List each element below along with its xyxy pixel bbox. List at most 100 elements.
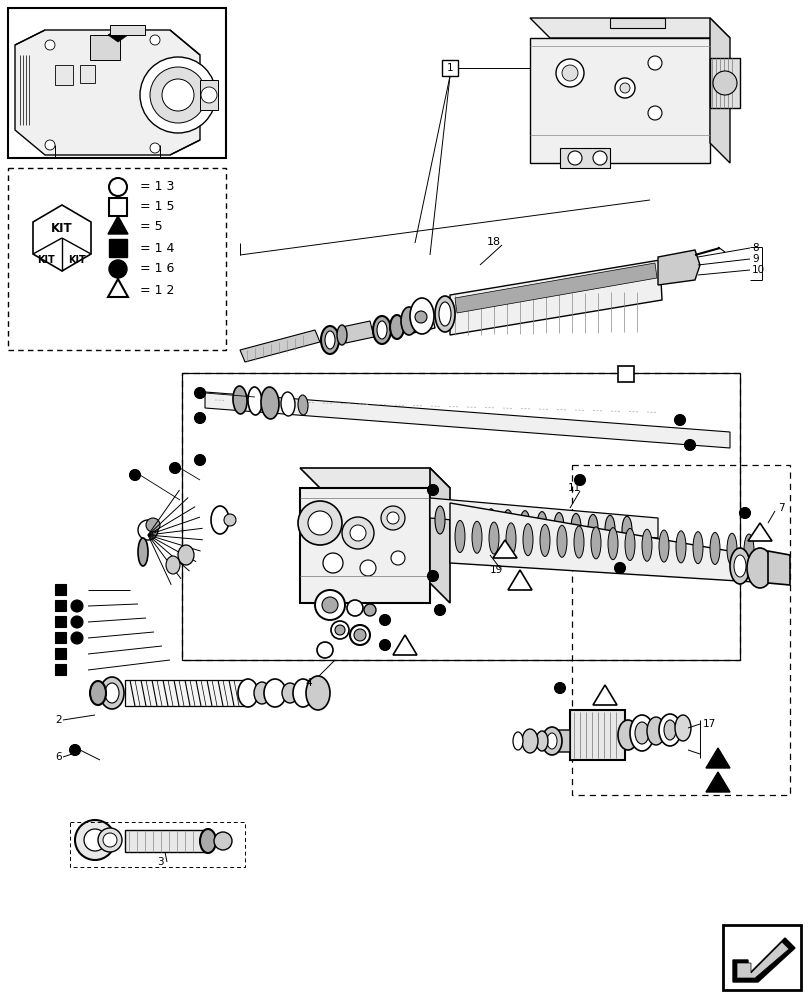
Circle shape — [150, 67, 206, 123]
Polygon shape — [732, 938, 794, 982]
Circle shape — [341, 517, 374, 549]
Circle shape — [298, 501, 341, 545]
Circle shape — [427, 485, 438, 495]
Ellipse shape — [539, 524, 549, 556]
Bar — [109, 25, 145, 35]
Bar — [722, 925, 800, 990]
Ellipse shape — [624, 528, 634, 560]
Bar — [109, 198, 127, 216]
Circle shape — [71, 600, 83, 612]
Text: 10: 10 — [751, 265, 764, 275]
Ellipse shape — [350, 625, 370, 645]
Ellipse shape — [316, 642, 333, 658]
Text: 4: 4 — [305, 678, 311, 688]
Circle shape — [391, 551, 405, 565]
Text: 7: 7 — [777, 503, 783, 513]
Ellipse shape — [389, 315, 404, 339]
Circle shape — [620, 83, 629, 93]
Ellipse shape — [211, 506, 229, 534]
Ellipse shape — [264, 679, 285, 707]
Polygon shape — [204, 392, 729, 448]
Ellipse shape — [372, 316, 391, 344]
Text: = 1 2: = 1 2 — [139, 284, 174, 296]
Circle shape — [109, 260, 127, 278]
Ellipse shape — [281, 392, 294, 416]
Bar — [200, 80, 217, 110]
Ellipse shape — [293, 679, 312, 707]
Ellipse shape — [642, 529, 651, 561]
Circle shape — [574, 475, 585, 486]
Circle shape — [195, 412, 205, 424]
Ellipse shape — [502, 510, 513, 538]
Circle shape — [214, 832, 232, 850]
Circle shape — [75, 820, 115, 860]
Circle shape — [561, 65, 577, 81]
Polygon shape — [299, 468, 449, 488]
Text: 1: 1 — [446, 63, 453, 73]
Ellipse shape — [324, 331, 335, 349]
Ellipse shape — [165, 556, 180, 574]
Ellipse shape — [541, 727, 561, 755]
Ellipse shape — [692, 532, 702, 564]
Ellipse shape — [519, 511, 530, 539]
Text: = 1 5: = 1 5 — [139, 200, 174, 214]
Circle shape — [684, 440, 695, 450]
Circle shape — [323, 553, 342, 573]
Bar — [90, 35, 120, 60]
Ellipse shape — [535, 731, 547, 751]
Circle shape — [150, 143, 160, 153]
Circle shape — [647, 56, 661, 70]
Ellipse shape — [233, 386, 247, 414]
Polygon shape — [449, 503, 769, 583]
Ellipse shape — [590, 527, 600, 559]
Ellipse shape — [254, 682, 270, 704]
Text: 6: 6 — [55, 752, 62, 762]
Ellipse shape — [621, 516, 631, 544]
Bar — [80, 65, 95, 83]
Polygon shape — [592, 685, 616, 705]
Circle shape — [379, 614, 390, 626]
Polygon shape — [736, 942, 788, 978]
Polygon shape — [767, 551, 789, 585]
Ellipse shape — [674, 715, 690, 741]
Ellipse shape — [178, 545, 194, 565]
Polygon shape — [705, 748, 729, 768]
Bar — [8, 168, 225, 350]
Text: 18: 18 — [487, 237, 500, 247]
Polygon shape — [551, 730, 569, 752]
Bar — [609, 18, 664, 28]
Bar — [709, 58, 739, 108]
Bar — [441, 60, 457, 76]
Circle shape — [556, 59, 583, 87]
Circle shape — [307, 511, 332, 535]
Ellipse shape — [439, 302, 450, 326]
Polygon shape — [15, 30, 200, 155]
Ellipse shape — [471, 521, 482, 553]
Ellipse shape — [100, 677, 124, 709]
Polygon shape — [657, 250, 699, 285]
Circle shape — [614, 562, 624, 574]
Polygon shape — [393, 635, 417, 655]
Ellipse shape — [281, 683, 298, 703]
Bar — [55, 600, 66, 611]
Text: = 1 4: = 1 4 — [139, 241, 174, 254]
Polygon shape — [508, 570, 531, 590]
Circle shape — [84, 829, 106, 851]
Polygon shape — [108, 216, 128, 234]
Bar — [125, 830, 204, 852]
Text: 3: 3 — [157, 857, 164, 867]
Ellipse shape — [663, 720, 676, 740]
Circle shape — [315, 590, 345, 620]
Circle shape — [201, 87, 217, 103]
Circle shape — [71, 616, 83, 628]
Bar — [55, 65, 73, 85]
Text: KIT: KIT — [37, 255, 55, 265]
Text: 9: 9 — [751, 254, 757, 264]
Circle shape — [109, 178, 127, 196]
Ellipse shape — [260, 387, 279, 419]
Ellipse shape — [617, 720, 637, 750]
Circle shape — [414, 311, 427, 323]
Circle shape — [129, 470, 140, 481]
Ellipse shape — [729, 548, 749, 584]
Bar — [530, 38, 709, 163]
